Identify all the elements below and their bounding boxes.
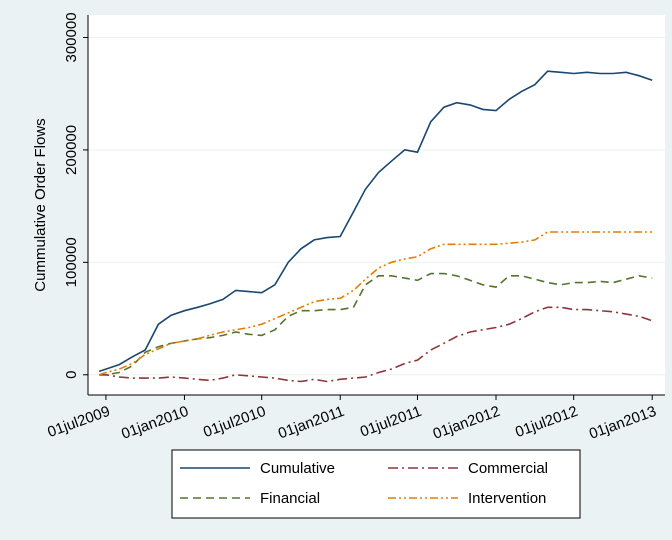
legend-label: Cumulative [260,460,335,477]
legend-label: Commercial [468,460,548,477]
series-line [98,231,653,376]
legend-label: Intervention [468,490,546,507]
series-line [99,272,653,376]
plot-area [88,15,665,395]
y-axis-label: Cummulative Order Flows [32,118,49,291]
legend-label: Financial [260,490,320,507]
y-tick-label: 0 [63,371,80,379]
y-tick-label: 200000 [63,125,80,175]
series-line [98,70,653,373]
y-tick-label: 300000 [63,12,80,62]
legend-box [171,449,581,519]
y-tick-label: 100000 [63,237,80,287]
series-line [99,306,653,383]
